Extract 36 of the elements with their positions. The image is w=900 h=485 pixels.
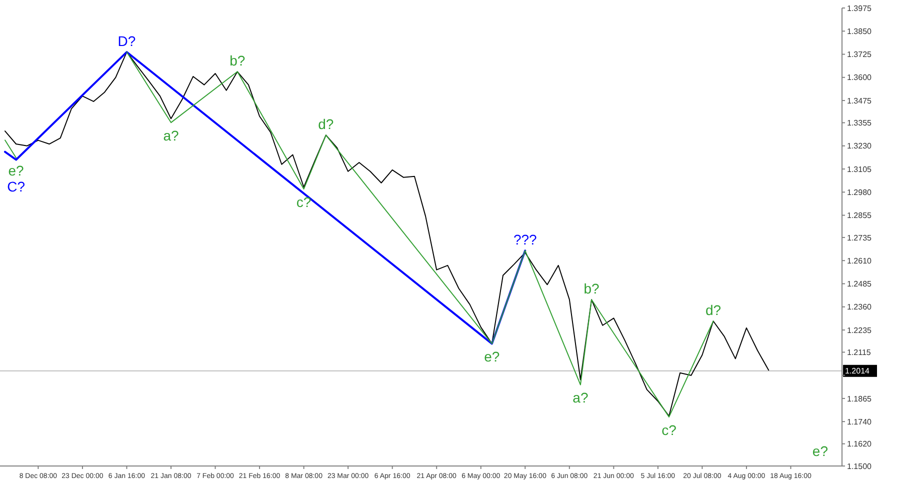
data-label: D? xyxy=(118,32,136,49)
data-label: d? xyxy=(705,302,722,318)
y-tick-label: 1.2360 xyxy=(847,302,872,312)
data-label: c? xyxy=(296,194,312,210)
y-tick-label: 1.2980 xyxy=(847,188,872,197)
y-tick-label: 1.3850 xyxy=(847,26,872,36)
data-label: a? xyxy=(572,390,588,406)
data-label: d? xyxy=(318,116,334,132)
line-series xyxy=(4,52,770,417)
y-tick-label: 1.2610 xyxy=(847,256,872,266)
y-tick-label: 1.2855 xyxy=(847,211,872,220)
data-label: c? xyxy=(662,422,677,438)
data-label: C? xyxy=(7,178,26,195)
y-tick-label: 1.2735 xyxy=(847,233,872,242)
y-tick-label: 1.3975 xyxy=(847,4,872,13)
y-tick-label: 1.1740 xyxy=(847,417,872,426)
data-label: e? xyxy=(8,162,24,179)
data-label: b? xyxy=(230,52,246,69)
data-label: b? xyxy=(584,280,600,297)
data-label: a? xyxy=(163,127,179,144)
y-tick-label: 1.2485 xyxy=(847,280,872,289)
y-tick-label: 1.3230 xyxy=(847,142,872,151)
y-tick-label: 1.1500 xyxy=(847,462,872,471)
data-label: ??? xyxy=(513,232,538,248)
y-tick-label: 1.2235 xyxy=(847,326,872,335)
y-tick-label: 1.3725 xyxy=(847,50,872,60)
y-tick-label: 1.3600 xyxy=(847,73,872,82)
y-tick-label: 1.3475 xyxy=(847,96,872,106)
y-tick-label: 1.2115 xyxy=(847,348,872,357)
y-tick-label: 1.3355 xyxy=(847,118,872,128)
ref-line-label: 1.2014 xyxy=(845,366,870,376)
y-tick-label: 1.1865 xyxy=(847,394,872,404)
y-tick-label: 1.1620 xyxy=(847,440,872,449)
data-label: e? xyxy=(484,348,500,365)
y-tick-label: 1.3105 xyxy=(847,164,872,174)
annotation: e? xyxy=(812,443,828,459)
